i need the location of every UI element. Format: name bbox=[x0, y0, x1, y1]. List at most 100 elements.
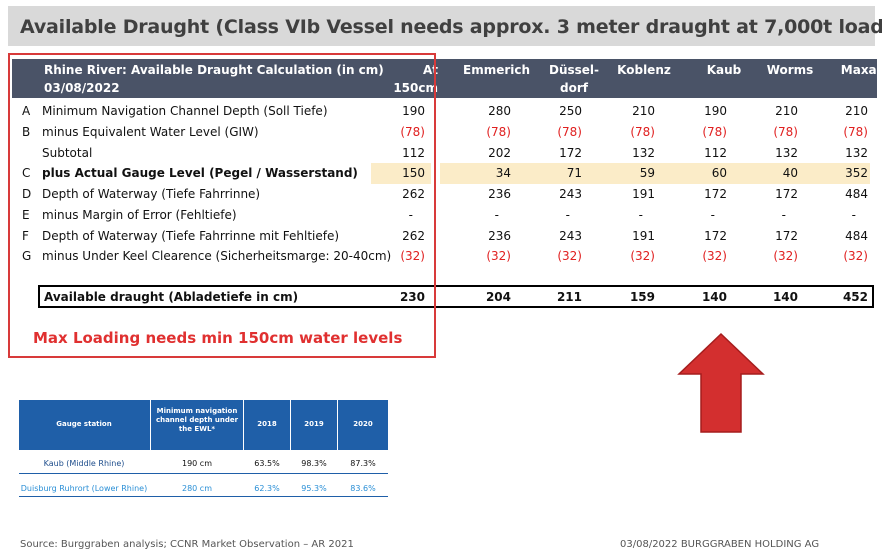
available-draught-value: 140 bbox=[701, 290, 727, 304]
table-cell: 40 bbox=[782, 166, 798, 180]
table-cell: 60 bbox=[711, 166, 727, 180]
table-cell: (78) bbox=[773, 125, 798, 139]
gauge-bottom-line bbox=[19, 496, 388, 497]
row-label: Minimum Navigation Channel Depth (Soll T… bbox=[42, 104, 328, 118]
column-header-2: Düssel- bbox=[548, 63, 600, 77]
gauge-table-header: Gauge station Minimum navigation channel… bbox=[19, 400, 388, 450]
page-title: Available Draught (Class VIb Vessel need… bbox=[20, 16, 882, 38]
table-cell: (32) bbox=[486, 249, 511, 263]
gauge-divider bbox=[19, 473, 388, 474]
table-cell: 236 bbox=[488, 187, 511, 201]
table-cell: (32) bbox=[557, 249, 582, 263]
gauge-header-depth: Minimum navigation channel depth under t… bbox=[155, 407, 239, 433]
available-draught-label: Available draught (Abladetiefe in cm) bbox=[44, 290, 299, 304]
table-cell: 243 bbox=[559, 229, 582, 243]
table-cell: - bbox=[638, 208, 643, 222]
gauge-station-table: Gauge station Minimum navigation channel… bbox=[19, 400, 388, 497]
table-cell: 243 bbox=[559, 187, 582, 201]
gauge-row-1-2018: 63.5% bbox=[254, 459, 280, 468]
row-label: Depth of Waterway (Tiefe Fahrrinne) bbox=[42, 187, 261, 201]
gauge-row-2-depth: 280 cm bbox=[181, 484, 212, 493]
title-bar: Available Draught (Class VIb Vessel need… bbox=[8, 6, 882, 46]
gauge-header-2020: 2020 bbox=[353, 420, 373, 428]
column-header-1: Emmerich bbox=[463, 63, 531, 77]
row-label: minus Margin of Error (Fehltiefe) bbox=[42, 208, 237, 222]
footer-company: 03/08/2022 BURGGRABEN HOLDING AG bbox=[620, 539, 820, 550]
table-cell: (78) bbox=[486, 125, 511, 139]
table-cell: 172 bbox=[775, 187, 798, 201]
available-draught-value: 230 bbox=[399, 290, 425, 304]
gauge-row-1-2019: 98.3% bbox=[301, 459, 327, 468]
row-label: Subtotal bbox=[42, 146, 93, 160]
highlight-cell-at150 bbox=[371, 163, 431, 184]
row-letter: C bbox=[22, 166, 31, 180]
table-cell: 484 bbox=[845, 229, 868, 243]
row-label: minus Under Keel Clearence (Sicherheitsm… bbox=[42, 249, 392, 263]
row-letter: F bbox=[22, 229, 29, 243]
table-cell: 236 bbox=[488, 229, 511, 243]
table-cell: - bbox=[494, 208, 499, 222]
table-cell: (32) bbox=[843, 249, 868, 263]
highlight-band-gauges bbox=[440, 163, 870, 184]
column-header-4: Kaub bbox=[706, 63, 742, 77]
table-cell: (32) bbox=[630, 249, 655, 263]
table-cell: 262 bbox=[402, 229, 425, 243]
table-cell: 190 bbox=[402, 104, 425, 118]
gauge-row-1-station: Kaub (Middle Rhine) bbox=[43, 459, 125, 468]
row-label: plus Actual Gauge Level (Pegel / Wassers… bbox=[42, 166, 358, 180]
table-cell: (78) bbox=[400, 125, 425, 139]
highlight-frame bbox=[8, 53, 436, 358]
table-cell: 191 bbox=[632, 187, 655, 201]
table-cell: - bbox=[851, 208, 856, 222]
table-cell: 210 bbox=[845, 104, 868, 118]
row-letter: B bbox=[22, 125, 31, 139]
table-cell: 59 bbox=[639, 166, 655, 180]
row-letter: E bbox=[22, 208, 30, 222]
table-cell: 132 bbox=[845, 146, 868, 160]
row-letter: A bbox=[22, 104, 31, 118]
table-cell: (32) bbox=[773, 249, 798, 263]
table-cell: 280 bbox=[488, 104, 511, 118]
row-letter: G bbox=[22, 249, 32, 263]
table-cell: (78) bbox=[557, 125, 582, 139]
table-cell: - bbox=[781, 208, 786, 222]
gauge-header-2018: 2018 bbox=[257, 420, 277, 428]
callout-text: Max Loading needs min 150cm water levels bbox=[33, 329, 403, 347]
table-cell: (78) bbox=[843, 125, 868, 139]
gauge-row-2-2019: 95.3% bbox=[301, 484, 327, 493]
table-cell: 191 bbox=[632, 229, 655, 243]
table-cell: 484 bbox=[845, 187, 868, 201]
column-header-6: Maxau bbox=[840, 63, 882, 77]
gauge-row-2-2020: 83.6% bbox=[350, 484, 376, 493]
available-draught-value: 140 bbox=[772, 290, 798, 304]
table-cell: 250 bbox=[559, 104, 582, 118]
row-label: minus Equivalent Water Level (GIW) bbox=[42, 125, 259, 139]
table-cell: - bbox=[408, 208, 413, 222]
table-cell: 172 bbox=[704, 187, 727, 201]
table-cell: 210 bbox=[775, 104, 798, 118]
gauge-header-station: Gauge station bbox=[56, 420, 112, 428]
header-label: Rhine River: Available Draught Calculati… bbox=[44, 63, 384, 77]
table-cell: 112 bbox=[402, 146, 425, 160]
table-cell: 210 bbox=[632, 104, 655, 118]
column-header-3: Koblenz bbox=[617, 63, 671, 77]
table-cell: 190 bbox=[704, 104, 727, 118]
available-draught-value: 211 bbox=[556, 290, 582, 304]
gauge-row-2-2018: 62.3% bbox=[254, 484, 280, 493]
table-cell: (32) bbox=[702, 249, 727, 263]
table-cell: - bbox=[565, 208, 570, 222]
table-cell: 172 bbox=[775, 229, 798, 243]
table-cell: 132 bbox=[632, 146, 655, 160]
table-cell: 262 bbox=[402, 187, 425, 201]
column-header-5: Worms bbox=[766, 63, 814, 77]
gauge-header-2019: 2019 bbox=[304, 420, 324, 428]
table-cell: 150 bbox=[402, 166, 425, 180]
table-header: Rhine River: Available Draught Calculati… bbox=[12, 59, 882, 98]
footer-source: Source: Burggraben analysis; CCNR Market… bbox=[20, 539, 354, 550]
table-cell: 112 bbox=[704, 146, 727, 160]
table-cell: 132 bbox=[775, 146, 798, 160]
table-cell: 352 bbox=[845, 166, 868, 180]
table-cell: (78) bbox=[630, 125, 655, 139]
table-cell: 71 bbox=[566, 166, 582, 180]
available-draught-value: 452 bbox=[842, 290, 868, 304]
